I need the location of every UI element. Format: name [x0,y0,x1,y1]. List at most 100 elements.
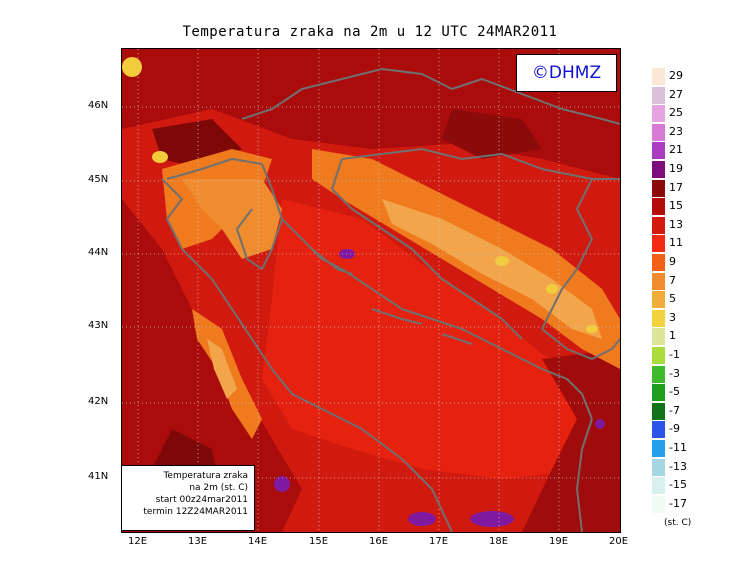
border-albania [576,418,593,532]
info-box: Temperatura zraka na 2m (st. C) start 00… [121,465,255,531]
temperature-map [121,48,621,533]
legend-label: -13 [669,459,687,473]
adriatic-sea-area [262,199,592,479]
purple-spot-5 [595,419,605,429]
lon-label-12e: 12E [128,536,148,547]
info-line-3: start 00z24mar2011 [155,495,248,505]
lon-label-18e: 18E [489,536,509,547]
legend-label: 23 [669,124,683,138]
legend-swatch [652,328,665,346]
dark-region-east [522,349,620,532]
legend-label: 15 [669,199,683,213]
coastlines-borders [161,68,620,532]
legend-label: 13 [669,217,683,231]
lon-label-17e: 17E [429,536,449,547]
legend-label: -11 [669,441,687,454]
map-canvas [122,49,620,532]
yellow-spot-1 [152,151,168,163]
legend-swatch [652,216,665,234]
legend-swatch [652,198,665,216]
legend-label: 7 [669,273,676,287]
legend-label: 11 [669,236,683,250]
legend-swatch [652,477,665,495]
purple-spot-2 [274,476,290,492]
lon-label-14e: 14E [248,536,268,547]
island-2 [371,308,423,325]
legend-swatch [652,105,665,123]
info-line-2: na 2m (st. C) [189,483,248,493]
island-3 [441,333,473,345]
legend-label: 25 [669,106,683,120]
legend-swatch [652,384,665,402]
page-title: Temperatura zraka na 2m u 12 UTC 24MAR20… [182,24,558,40]
lon-label-19e: 19E [549,536,569,547]
legend-swatch [652,440,665,457]
north-coast [166,158,273,190]
dinaric-light-band [382,199,602,339]
legend-label: 19 [669,162,683,175]
legend-label: 29 [669,69,683,82]
lon-label-16e: 16E [369,536,389,547]
legend-swatch [652,421,665,439]
lat-label-41n: 41N [88,471,109,482]
yellow-spot-2 [495,256,509,266]
border-bosnia-west [331,158,523,340]
legend-label: 5 [669,292,676,306]
legend-label: -7 [669,403,680,417]
legend-swatch [652,68,665,85]
legend-swatch [652,347,665,364]
copyright-box: ©DHMZ [516,54,617,92]
yellow-spot-4 [586,325,598,333]
purple-spot-3 [408,512,436,526]
legend-label: -3 [669,366,680,380]
purple-spot-1 [339,249,355,259]
lat-label-42n: 42N [88,396,109,407]
legend-swatch [652,495,665,513]
legend-swatch [652,309,665,327]
border-montenegro [541,328,620,360]
legend-label: -17 [669,496,687,510]
yellow-spot-5 [122,57,142,77]
legend-swatch [652,235,665,253]
legend-swatch [652,179,665,197]
legend-swatch [652,291,665,309]
border-bosnia-north [341,148,620,180]
legend-swatch [652,458,665,476]
apennine-light-band [207,339,237,399]
legend-label: 1 [669,329,676,343]
legend-label: -15 [669,478,687,492]
legend-label: 3 [669,310,676,324]
legend-swatch [652,254,665,271]
purple-spot-4 [470,511,514,527]
lat-label-46n: 46N [88,100,109,111]
legend-swatch [652,365,665,383]
legend-label: 27 [669,87,683,101]
border-slovenia [241,68,453,120]
legend-label: -5 [669,385,680,399]
legend-swatch [652,402,665,420]
border-bosnia-east [541,178,593,330]
lon-label-13e: 13E [188,536,208,547]
info-line-4: termin 12Z24MAR2011 [143,507,248,517]
lat-label-44n: 44N [88,247,109,258]
lat-lon-grid [122,49,620,532]
lat-label-45n: 45N [88,174,109,185]
istria-orange [182,179,282,259]
yellow-spot-3 [546,284,558,294]
legend-swatch [652,123,665,141]
lon-label-15e: 15E [309,536,329,547]
legend-unit: (st. C) [664,518,692,528]
border-hungary [451,78,620,125]
legend-label: 17 [669,180,683,194]
legend-swatch [652,161,665,178]
legend-swatch [652,86,665,104]
legend-swatch [652,272,665,290]
italy-east-coast [161,178,453,532]
legend-label: -9 [669,422,680,436]
legend-label: -1 [669,348,680,361]
legend-label: 21 [669,143,683,157]
very-dark-patch-3 [442,109,542,159]
island-1 [311,248,353,275]
info-line-1: Temperatura zraka [163,471,248,481]
legend-label: 9 [669,255,676,268]
